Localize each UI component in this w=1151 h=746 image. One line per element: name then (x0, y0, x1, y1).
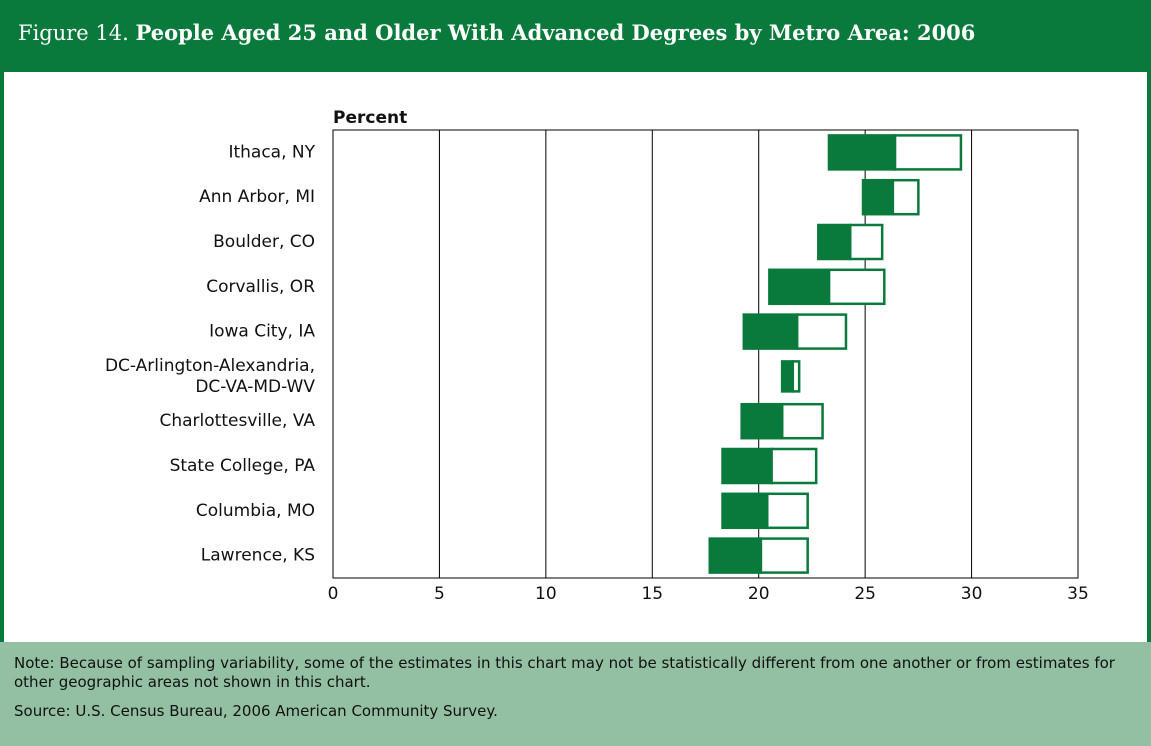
y-tick-label: State College, PA (170, 456, 316, 476)
interval-upper (893, 134, 963, 171)
interval-upper (827, 268, 886, 306)
x-tick-label: 5 (434, 584, 445, 604)
y-tick-label: Iowa City, IA (209, 322, 315, 342)
y-tick-label: Ann Arbor, MI (199, 187, 315, 207)
interval-lower (780, 360, 795, 393)
chart: Percent 0 5 10 15 20 25 30 35 Ithaca, NY Ann Arbo… (105, 108, 1089, 604)
frame (0, 72, 1151, 642)
y-tick-label: DC-Arlington-Alexandria, DC-VA-MD-WV (105, 356, 315, 397)
interval-lower (721, 447, 773, 485)
note: Note: Because of sampling variability, s… (14, 654, 1115, 691)
interval-lower (861, 178, 895, 216)
interval-upper (848, 223, 884, 261)
interval-upper (891, 178, 920, 216)
x-tick-label: 10 (535, 584, 557, 604)
figure-label: Figure 14. (18, 21, 129, 45)
interval-lower (740, 402, 784, 440)
y-tick-label: Columbia, MO (196, 501, 315, 521)
interval-lower (721, 492, 769, 530)
interval-lower (768, 268, 831, 306)
interval-upper (795, 313, 848, 350)
interval-lower (742, 313, 799, 350)
x-tick-label: 35 (1067, 584, 1089, 604)
y-tick-label: Corvallis, OR (206, 277, 315, 297)
chart-title: People Aged 25 and Older With Advanced D… (135, 20, 976, 45)
interval-upper (765, 492, 809, 530)
source: Source: U.S. Census Bureau, 2006 America… (14, 702, 498, 720)
header: Figure 14. People Aged 25 and Older With… (0, 0, 1151, 72)
y-tick-label: Boulder, CO (213, 232, 315, 252)
y-tick-label: Ithaca, NY (228, 142, 315, 162)
interval-upper (759, 537, 809, 574)
interval-upper (770, 447, 818, 485)
x-tick-label: 20 (748, 584, 770, 604)
y-tick-label: Lawrence, KS (201, 546, 315, 566)
y-tick-label: Charlottesville, VA (160, 411, 316, 431)
interval-lower (708, 537, 763, 574)
interval-lower (817, 223, 852, 261)
axis-label: Percent (333, 108, 407, 128)
interval-lower (827, 134, 897, 171)
x-tick-label: 30 (961, 584, 983, 604)
plot-border (332, 129, 1079, 579)
x-tick-label: 25 (854, 584, 876, 604)
footer: Note: Because of sampling variability, s… (0, 642, 1151, 746)
interval-upper (780, 402, 824, 440)
x-tick-label: 15 (641, 584, 663, 604)
x-tick-label: 0 (328, 584, 339, 604)
